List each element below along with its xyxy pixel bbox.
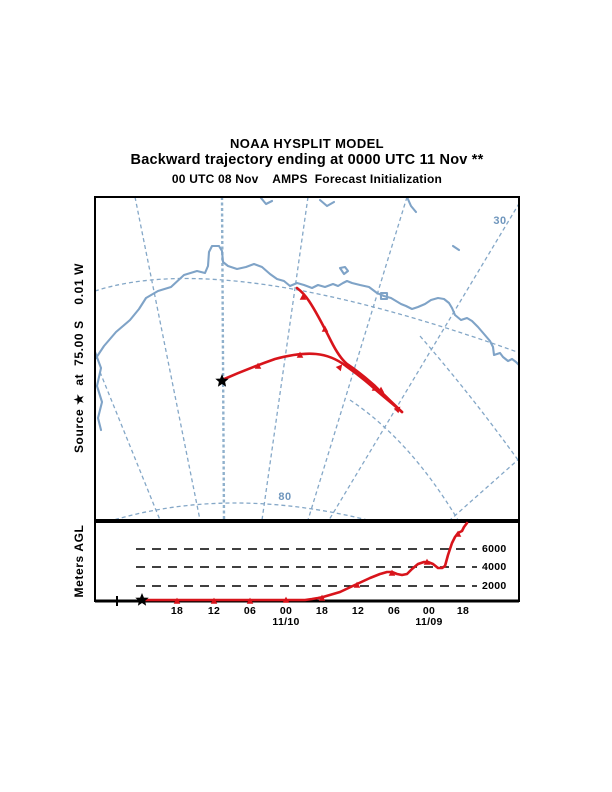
map-panel-border	[94, 196, 520, 521]
meridian-line	[99, 371, 161, 519]
coastline-island	[406, 198, 418, 214]
date-label-11-10: 11/10	[272, 616, 300, 628]
xtick-12b: 12	[351, 605, 365, 617]
coastline-island	[379, 291, 389, 301]
xtick-00a: 00	[279, 605, 293, 617]
coastline-island	[318, 198, 336, 208]
trajectory-path	[220, 286, 404, 414]
trajectory-return-north	[295, 286, 404, 414]
coastline-island	[259, 198, 274, 206]
meridian-line	[307, 198, 408, 519]
ytick-2000: 2000	[482, 580, 507, 592]
latitude-arc-80	[115, 502, 366, 519]
meridian-label-30: 30	[493, 215, 507, 227]
plus-marker	[112, 596, 122, 606]
date-label-11-09: 11/09	[415, 616, 443, 628]
coastline-island	[451, 244, 461, 252]
meridian-line	[261, 198, 309, 519]
latitude-label-80: 80	[278, 491, 292, 503]
figure-init-line: 00 UTC 08 Nov AMPS Forecast Initializati…	[171, 172, 443, 186]
graticule-grid	[96, 198, 518, 519]
coastline	[96, 198, 518, 432]
xtick-06b: 06	[387, 605, 401, 617]
coastline-main	[96, 244, 518, 366]
xtick-18b: 18	[315, 605, 329, 617]
coastline-left-edge	[96, 351, 104, 432]
source-star-profile	[135, 593, 149, 606]
profile-panel-border	[94, 521, 520, 602]
xtick-18a: 18	[170, 605, 184, 617]
figure-title: NOAA HYSPLIT MODEL	[229, 136, 385, 151]
trajectory-outbound	[220, 352, 404, 414]
profile-gridlines	[136, 548, 477, 587]
meridian-line	[450, 458, 518, 519]
xtick-06a: 06	[243, 605, 257, 617]
latitude-arc	[349, 399, 459, 519]
figure-subtitle: Backward trajectory ending at 0000 UTC 1…	[130, 152, 484, 168]
meridian-line	[134, 198, 201, 519]
ytick-4000: 4000	[482, 561, 507, 573]
xtick-18c: 18	[456, 605, 470, 617]
meridian-line-source	[220, 198, 226, 519]
ytick-6000: 6000	[482, 543, 507, 555]
latitude-arc	[419, 335, 518, 461]
xtick-12a: 12	[207, 605, 221, 617]
xtick-00b: 00	[422, 605, 436, 617]
coastline-island	[338, 265, 350, 276]
altitude-curve	[140, 521, 469, 602]
